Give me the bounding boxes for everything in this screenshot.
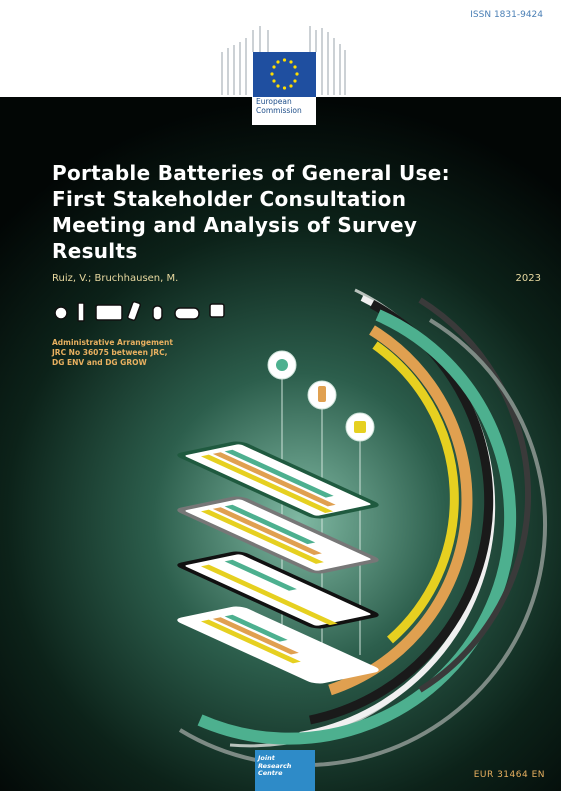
- ec-label: European Commission: [252, 97, 316, 125]
- jrc-label-line: Centre: [258, 769, 283, 777]
- title-line: Meeting and Analysis of Survey: [52, 213, 418, 237]
- report-number: EUR 31464 EN: [473, 770, 545, 780]
- title-line: Portable Batteries of General Use:: [52, 161, 450, 185]
- year: 2023: [515, 273, 541, 284]
- device-icons: [54, 300, 225, 322]
- title-line: First Stakeholder Consultation: [52, 187, 407, 211]
- ec-label-line: European: [256, 97, 292, 106]
- eu-stars: [270, 58, 299, 90]
- issn: ISSN 1831-9424: [470, 10, 543, 20]
- jrc-label-line: Research: [258, 761, 292, 770]
- arrangement: Administrative Arrangement JRC No 36075 …: [52, 338, 173, 367]
- pins: [267, 350, 375, 660]
- authors: Ruiz, V.; Bruchhausen, M.: [52, 273, 179, 284]
- title: Portable Batteries of General Use: First…: [52, 160, 472, 264]
- background: [0, 97, 561, 791]
- batteries: [177, 441, 379, 684]
- jrc-label: Joint Research Centre: [255, 750, 315, 791]
- title-line: Results: [52, 239, 138, 263]
- ec-label-line: Commission: [256, 106, 302, 115]
- arcs: [178, 288, 548, 768]
- jrc-label-line: Joint: [258, 754, 275, 762]
- ec-logo: [221, 26, 346, 95]
